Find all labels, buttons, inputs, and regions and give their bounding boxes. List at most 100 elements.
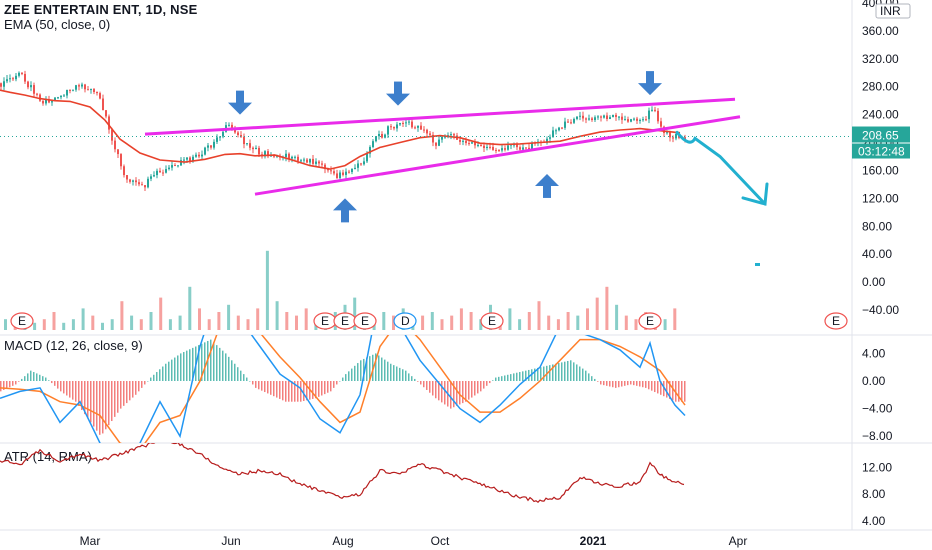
- macd-histogram-bar: [222, 350, 224, 381]
- projection-arrow: [675, 130, 767, 206]
- volume-bar: [188, 286, 192, 330]
- macd-histogram-bar: [174, 357, 176, 381]
- volume-bar: [392, 315, 395, 330]
- event-marker: D: [393, 312, 417, 330]
- candle-body: [357, 163, 359, 168]
- candle-body: [84, 84, 86, 90]
- macd-histogram-bar: [627, 381, 629, 386]
- macd-histogram-bar: [615, 381, 617, 388]
- macd-histogram-bar: [543, 366, 545, 381]
- macd-histogram-bar: [552, 364, 554, 381]
- macd-histogram-bar: [336, 381, 338, 385]
- macd-histogram-bar: [384, 359, 386, 381]
- macd-histogram-bar: [459, 381, 461, 405]
- candle-body: [111, 129, 113, 141]
- event-marker-label: E: [832, 314, 840, 328]
- macd-histogram-bar: [51, 381, 53, 384]
- macd-histogram-bar: [93, 381, 95, 427]
- upper-trendline: [144, 97, 736, 136]
- candle-body: [120, 154, 122, 167]
- candle-body: [630, 119, 632, 122]
- volume-bar: [459, 308, 463, 330]
- candle-body: [123, 166, 125, 176]
- macd-histogram-bar: [111, 381, 113, 422]
- macd-histogram-bar: [126, 381, 128, 404]
- macd-histogram-bar: [42, 376, 44, 381]
- countdown-tag: [852, 143, 910, 159]
- macd-histogram-bar: [219, 347, 221, 381]
- candle-body: [30, 85, 32, 88]
- candle-body: [36, 93, 38, 95]
- candle-body: [192, 156, 194, 162]
- projection-arrow-head: [741, 182, 769, 206]
- macd-histogram-bar: [33, 372, 35, 381]
- macd-histogram-bar: [591, 376, 593, 381]
- candle-body: [129, 179, 131, 182]
- volume-bar: [178, 315, 182, 330]
- candle-body: [117, 149, 119, 155]
- candle-body: [381, 134, 383, 138]
- candle-body: [417, 125, 419, 128]
- volume-bar: [527, 312, 531, 330]
- volume-bar: [275, 301, 279, 330]
- macd-histogram-bar: [357, 363, 359, 381]
- macd-histogram-bar: [147, 381, 149, 382]
- macd-histogram-bar: [210, 339, 212, 381]
- candle-body: [522, 147, 524, 150]
- macd-histogram-bar: [315, 381, 317, 399]
- candle-body: [333, 171, 335, 174]
- macd-histogram-bar: [345, 374, 347, 381]
- candle-body: [558, 127, 560, 131]
- macd-histogram-bar: [228, 356, 230, 381]
- candle-body: [588, 118, 590, 120]
- candle-body: [438, 139, 440, 146]
- macd-histogram-bar: [156, 372, 158, 381]
- candle-body: [360, 163, 362, 165]
- currency-box: [875, 3, 911, 19]
- macd-histogram-bar: [342, 377, 344, 381]
- macd-line: [0, 335, 686, 443]
- macd-histogram-bar: [192, 347, 194, 381]
- macd-histogram-bar: [498, 376, 500, 381]
- event-marker: E: [480, 312, 504, 330]
- macd-histogram-bar: [513, 373, 515, 381]
- macd-histogram-bar: [204, 342, 206, 381]
- macd-histogram-bar: [183, 352, 185, 381]
- candle-body: [414, 127, 416, 129]
- volume-bar: [421, 315, 425, 330]
- candle-body: [606, 115, 608, 119]
- macd-histogram-bar: [507, 374, 509, 381]
- volume-bar: [556, 319, 560, 330]
- macd-legend: MACD (12, 26, close, 9): [4, 338, 143, 353]
- candle-body: [450, 134, 452, 136]
- candle-body: [393, 126, 395, 129]
- macd-histogram-bar: [84, 381, 86, 415]
- candle-body: [441, 136, 443, 140]
- macd-histogram-bar: [132, 381, 134, 398]
- volume-bar: [246, 319, 250, 330]
- macd-histogram-bar: [255, 381, 257, 388]
- macd-histogram-bar: [564, 361, 566, 381]
- macd-histogram-bar: [558, 363, 560, 381]
- macd-histogram-bar: [492, 380, 494, 381]
- macd-histogram-bar: [27, 373, 29, 381]
- candle-body: [291, 156, 293, 159]
- macd-histogram-bar: [66, 381, 68, 396]
- macd-histogram-bar: [279, 381, 281, 399]
- macd-histogram-bar: [39, 374, 41, 381]
- candle-body: [258, 147, 260, 155]
- candle-body: [114, 140, 116, 150]
- macd-histogram-bar: [666, 381, 668, 398]
- candle-body: [318, 161, 320, 164]
- macd-histogram-bar: [444, 381, 446, 405]
- price-tick-label: 80.00: [862, 219, 892, 233]
- candle-body: [48, 99, 50, 103]
- candle-body: [150, 176, 152, 179]
- macd-histogram-bar: [594, 378, 596, 381]
- atr-tick-label: 8.00: [862, 487, 886, 501]
- candle-body: [378, 134, 380, 137]
- candle-body: [45, 99, 47, 104]
- candle-body: [330, 170, 332, 172]
- candle-body: [669, 132, 671, 138]
